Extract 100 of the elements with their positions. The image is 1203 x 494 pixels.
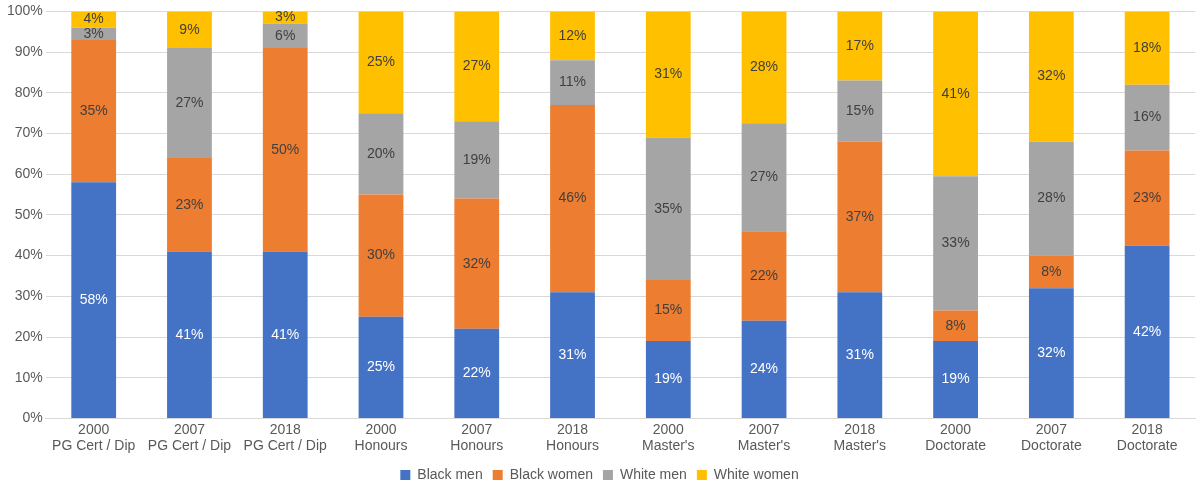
- legend-label: White men: [619, 465, 687, 482]
- data-label: 15%: [654, 301, 683, 318]
- x-tick-label: 2018 Honours: [546, 420, 599, 454]
- bar: [167, 157, 212, 252]
- bar: [837, 141, 883, 293]
- data-label: 19%: [654, 370, 683, 387]
- y-tick-label: 80%: [14, 83, 43, 100]
- bar: [550, 105, 595, 293]
- bar: [837, 11, 883, 81]
- bar: [741, 11, 787, 124]
- bar: [358, 316, 404, 418]
- data-label: 24%: [750, 360, 779, 377]
- bar: [645, 280, 691, 342]
- data-label: 23%: [1133, 189, 1162, 206]
- bar: [1124, 11, 1170, 85]
- data-label: 32%: [462, 254, 491, 271]
- x-tick-label: 2000 Honours: [354, 420, 408, 454]
- data-label: 19%: [941, 370, 970, 387]
- data-label: 12%: [558, 26, 587, 43]
- x-tick-label: 2018 PG Cert / Dip: [243, 420, 328, 454]
- data-label: 28%: [750, 58, 779, 75]
- bar: [71, 39, 117, 183]
- data-label: 41%: [271, 325, 300, 342]
- y-tick-label: 70%: [14, 124, 43, 141]
- data-label: 22%: [462, 364, 491, 381]
- data-label: 4%: [83, 10, 104, 27]
- bar: [454, 198, 500, 329]
- y-tick-label: 40%: [14, 246, 43, 263]
- bar: [167, 251, 212, 418]
- bar: [645, 137, 691, 281]
- data-label: 30%: [366, 246, 395, 263]
- data-label: 22%: [750, 266, 779, 283]
- data-label: 3%: [275, 8, 296, 25]
- bar: [358, 11, 404, 114]
- data-label: 17%: [845, 36, 874, 53]
- data-label: 33%: [941, 234, 970, 251]
- bar: [550, 60, 595, 106]
- data-label: 3%: [83, 24, 104, 41]
- y-tick-label: 90%: [14, 42, 43, 59]
- bar: [741, 123, 787, 232]
- data-label: 8%: [945, 316, 966, 333]
- bar: [262, 251, 308, 418]
- data-label: 28%: [1037, 189, 1066, 206]
- data-label: 50%: [271, 140, 300, 157]
- data-label: 27%: [175, 93, 204, 110]
- bar: [1124, 84, 1170, 151]
- bar: [933, 176, 978, 311]
- x-tick-label: 2018 Doctorate: [1116, 420, 1178, 454]
- bar: [454, 328, 500, 418]
- data-label: 15%: [845, 101, 874, 118]
- bar: [1028, 11, 1074, 142]
- data-label: 19%: [462, 150, 491, 167]
- x-tick-label: 2007 Doctorate: [1021, 420, 1082, 454]
- x-tick-label: 2000 PG Cert / Dip: [52, 420, 136, 454]
- x-tick-label: 2007 Honours: [450, 420, 504, 454]
- bar: [167, 48, 212, 158]
- bar: [741, 320, 787, 418]
- bar: [741, 231, 787, 321]
- legend-label: Black men: [417, 465, 483, 482]
- data-label: 8%: [1041, 262, 1062, 279]
- bar: [454, 121, 500, 199]
- x-tick-label: 2007 PG Cert / Dip: [147, 420, 232, 454]
- bar: [1124, 150, 1170, 246]
- data-label: 27%: [462, 57, 491, 74]
- bar: [358, 113, 404, 195]
- data-label: 32%: [1037, 343, 1066, 360]
- x-tick-label: 2007 Master's: [737, 420, 791, 454]
- data-label: 31%: [558, 345, 587, 362]
- bar: [550, 11, 595, 61]
- data-label: 9%: [179, 20, 200, 37]
- data-label: 35%: [654, 199, 683, 216]
- data-label: 41%: [175, 325, 204, 342]
- bar: [645, 341, 691, 418]
- bar: [1028, 288, 1074, 418]
- data-label: 41%: [941, 84, 970, 101]
- x-tick-label: 2018 Master's: [833, 420, 887, 454]
- legend-label: Black women: [509, 465, 593, 482]
- bar: [837, 292, 883, 418]
- data-label: 31%: [845, 345, 874, 362]
- data-label: 35%: [79, 101, 108, 118]
- bar: [1124, 245, 1170, 418]
- legend-label: White women: [713, 465, 799, 482]
- y-tick-label: 20%: [14, 327, 43, 344]
- data-label: 11%: [559, 73, 587, 90]
- bar: [550, 292, 595, 418]
- bar: [1028, 141, 1074, 256]
- data-label: 32%: [1037, 67, 1066, 84]
- data-label: 46%: [558, 189, 587, 206]
- bar: [358, 194, 404, 317]
- data-label: 58%: [79, 290, 108, 307]
- bar: [454, 11, 500, 122]
- data-label: 16%: [1133, 108, 1162, 125]
- bar: [933, 11, 978, 177]
- y-tick-label: 60%: [14, 165, 43, 182]
- bar: [837, 80, 883, 142]
- data-label: 6%: [275, 26, 296, 43]
- data-label: 18%: [1133, 38, 1162, 55]
- y-tick-label: 30%: [14, 287, 43, 304]
- data-label: 42%: [1133, 322, 1162, 339]
- data-label: 25%: [366, 358, 395, 375]
